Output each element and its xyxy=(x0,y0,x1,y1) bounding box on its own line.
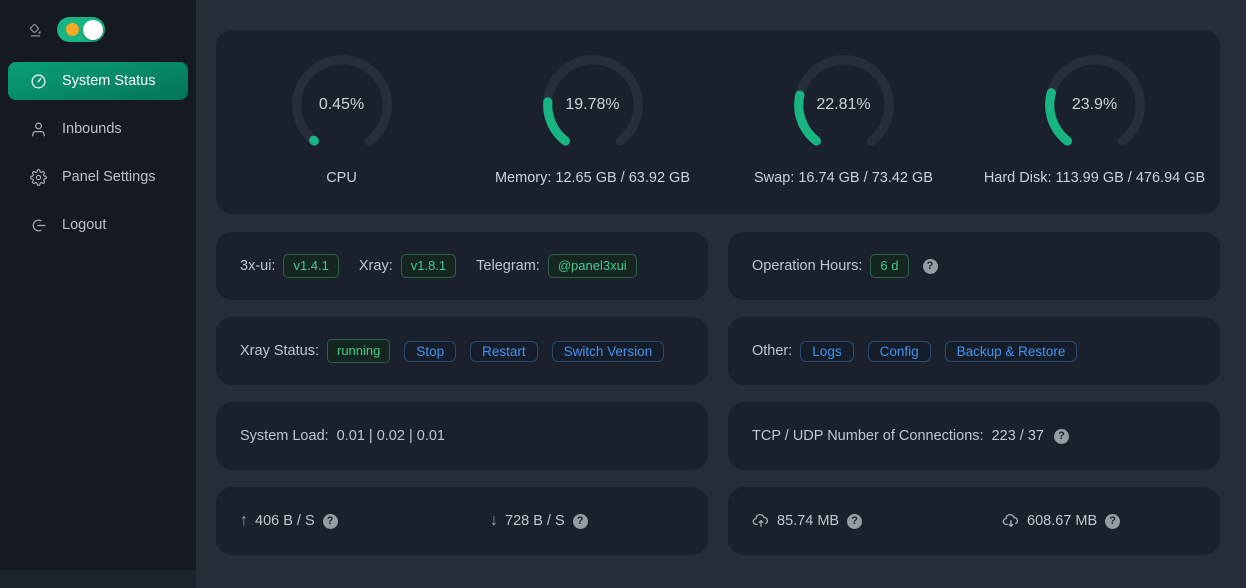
xray-version-tag: v1.8.1 xyxy=(400,253,457,279)
sidebar-collapse-trigger[interactable] xyxy=(0,570,196,588)
telegram-label: Telegram: xyxy=(476,258,540,274)
sidebar-item-system-status[interactable]: System Status xyxy=(8,62,188,100)
gauge-cpu: 0.45% CPU xyxy=(216,52,467,186)
user-icon xyxy=(30,121,47,138)
xray-label: Xray: xyxy=(358,258,393,274)
theme-icon xyxy=(27,21,44,38)
stop-button[interactable]: Stop xyxy=(404,340,457,362)
other-label: Other: xyxy=(752,343,793,359)
upload-speed-value: 406 B / S xyxy=(255,513,315,529)
dashboard-icon xyxy=(30,73,47,90)
xray-status-tag: running xyxy=(326,338,391,364)
uptime-label: Operation Hours: xyxy=(752,258,863,274)
uptime-card: Operation Hours: 6 d ? xyxy=(728,232,1220,300)
xui-label: 3x-ui: xyxy=(240,258,276,274)
cloud-download-icon xyxy=(1002,512,1020,530)
uptime-tag: 6 d xyxy=(870,253,909,279)
download-speed-value: 728 B / S xyxy=(505,513,565,529)
sidebar-item-panel-settings[interactable]: Panel Settings xyxy=(8,158,188,196)
total-sent: 85.74 MB ? xyxy=(728,512,970,530)
resource-gauges-card: 0.45% CPU 19.78% Memory: 12.65 GB / 63.9… xyxy=(216,30,1220,214)
sidebar: System Status Inbounds Panel Settings Lo… xyxy=(0,0,196,588)
network-speed-card: ↑ 406 B / S ? ↓ 728 B / S ? xyxy=(216,487,708,555)
gauge-hard-disk: 23.9% Hard Disk: 113.99 GB / 476.94 GB xyxy=(969,52,1220,186)
question-icon[interactable]: ? xyxy=(1053,428,1069,444)
gauge-value: 0.45% xyxy=(318,96,365,113)
xui-version-tag: v1.4.1 xyxy=(283,253,339,279)
backup-restore-button[interactable]: Backup & Restore xyxy=(944,340,1078,362)
gauge-value: 22.81% xyxy=(816,96,871,113)
xray-status-label: Xray Status: xyxy=(240,343,319,359)
gauge-label: Swap: 16.74 GB / 73.42 GB xyxy=(754,170,933,186)
sidebar-item-inbounds[interactable]: Inbounds xyxy=(8,110,188,148)
arrow-down-icon: ↓ xyxy=(490,512,498,529)
cloud-upload-icon xyxy=(752,512,770,530)
gauge-value: 23.9% xyxy=(1071,96,1118,113)
gauge-label: Memory: 12.65 GB / 63.92 GB xyxy=(494,170,691,186)
question-icon[interactable]: ? xyxy=(922,258,938,274)
question-icon[interactable]: ? xyxy=(572,513,588,529)
toggle-knob xyxy=(82,19,103,40)
network-total-card: 85.74 MB ? 608.67 MB ? xyxy=(728,487,1220,555)
system-load-label: System Load: xyxy=(240,428,329,444)
sidebar-item-label: System Status xyxy=(62,73,156,89)
gear-icon xyxy=(30,168,47,186)
versions-card: 3x-ui: v1.4.1 Xray: v1.8.1 Telegram: @pa… xyxy=(216,232,708,300)
xray-status-card: Xray Status: running Stop Restart Switch… xyxy=(216,317,708,385)
gauge-memory: 19.78% Memory: 12.65 GB / 63.92 GB xyxy=(467,52,718,186)
gauge-swap: 22.81% Swap: 16.74 GB / 73.42 GB xyxy=(718,52,969,186)
question-icon[interactable]: ? xyxy=(847,513,863,529)
system-load-value: 0.01 | 0.02 | 0.01 xyxy=(336,428,445,444)
sidebar-item-label: Logout xyxy=(62,217,107,233)
sidebar-menu: System Status Inbounds Panel Settings Lo… xyxy=(0,56,196,250)
gauge-label: Hard Disk: 113.99 GB / 476.94 GB xyxy=(983,170,1206,186)
total-received: 608.67 MB ? xyxy=(978,512,1220,530)
logs-button[interactable]: Logs xyxy=(800,340,854,362)
switch-version-button[interactable]: Switch Version xyxy=(551,340,665,362)
info-cards-grid: 3x-ui: v1.4.1 Xray: v1.8.1 Telegram: @pa… xyxy=(216,232,1220,555)
total-received-value: 608.67 MB xyxy=(1027,513,1098,529)
gauge-label: CPU xyxy=(326,170,357,186)
other-card: Other: Logs Config Backup & Restore xyxy=(728,317,1220,385)
logout-icon xyxy=(30,217,47,234)
sidebar-theme-row xyxy=(0,0,196,56)
total-sent-value: 85.74 MB xyxy=(777,513,840,529)
sun-icon xyxy=(66,23,79,36)
question-icon[interactable]: ? xyxy=(1105,513,1121,529)
restart-button[interactable]: Restart xyxy=(470,340,538,362)
config-button[interactable]: Config xyxy=(867,340,931,362)
sidebar-item-logout[interactable]: Logout xyxy=(8,206,188,244)
question-icon[interactable]: ? xyxy=(322,513,338,529)
system-load-card: System Load: 0.01 | 0.02 | 0.01 xyxy=(216,402,708,470)
sidebar-item-label: Inbounds xyxy=(62,121,122,137)
connections-label: TCP / UDP Number of Connections: xyxy=(752,428,984,444)
theme-toggle[interactable] xyxy=(57,17,105,42)
connections-value: 223 / 37 xyxy=(991,428,1044,444)
arrow-up-icon: ↑ xyxy=(240,512,248,529)
upload-speed: ↑ 406 B / S ? xyxy=(216,512,458,530)
telegram-tag[interactable]: @panel3xui xyxy=(547,253,637,279)
sidebar-item-label: Panel Settings xyxy=(62,169,156,185)
connections-card: TCP / UDP Number of Connections: 223 / 3… xyxy=(728,402,1220,470)
download-speed: ↓ 728 B / S ? xyxy=(466,512,708,530)
main-content: 0.45% CPU 19.78% Memory: 12.65 GB / 63.9… xyxy=(196,0,1246,588)
gauge-value: 19.78% xyxy=(565,96,620,113)
